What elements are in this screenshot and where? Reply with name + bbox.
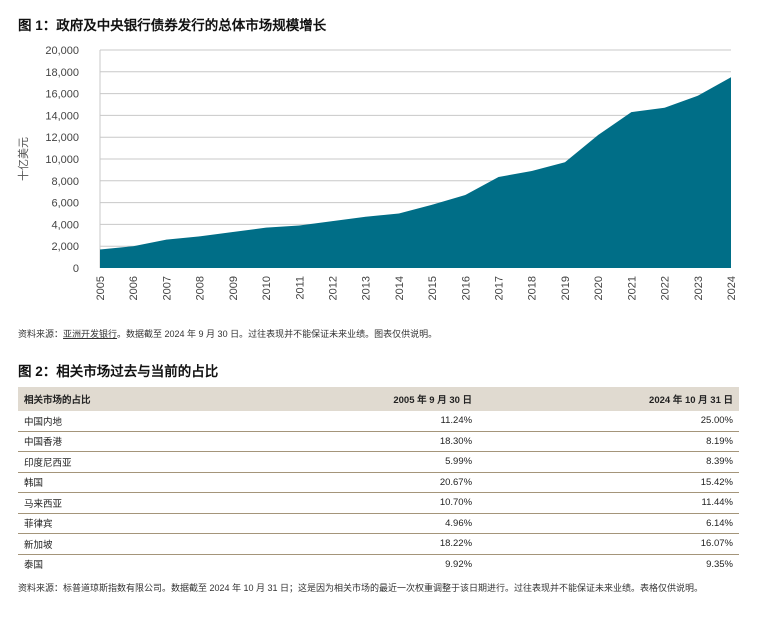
x-tick-label: 2011: [294, 276, 306, 300]
cell-value-2005: 18.22%: [231, 533, 479, 554]
figure1-source: 资料来源：亚洲开发银行。数据截至 2024 年 9 月 30 日。过往表现并不能…: [18, 324, 437, 344]
cell-value-2024: 8.39%: [478, 451, 739, 472]
table-row: 中国香港 18.30% 8.19%: [18, 430, 739, 452]
x-tick-label: 2017: [494, 276, 506, 300]
area-series: [100, 77, 731, 268]
cell-market: 印度尼西亚: [18, 451, 232, 472]
cell-market: 菲律宾: [18, 512, 232, 534]
cell-value-2005: 20.67%: [231, 471, 479, 493]
y-axis-label: 十亿美元: [16, 137, 30, 181]
market-share-table: 相关市场的占比 2005 年 9 月 30 日 2024 年 10 月 31 日…: [18, 387, 739, 574]
cell-value-2024: 9.35%: [478, 553, 739, 574]
header-2005: 2005 年 9 月 30 日: [231, 387, 479, 411]
x-tick-label: 2014: [394, 276, 406, 300]
y-tick-label: 10,000: [45, 154, 79, 166]
cell-market: 新加坡: [18, 533, 232, 554]
table-row: 菲律宾 4.96% 6.14%: [18, 512, 739, 534]
x-tick-label: 2008: [195, 276, 207, 300]
y-tick-label: 8,000: [51, 176, 79, 188]
cell-value-2024: 15.42%: [478, 471, 739, 493]
cell-value-2005: 4.96%: [231, 512, 479, 534]
cell-value-2024: 25.00%: [700, 415, 733, 427]
cell-value-2005: 10.70%: [231, 492, 479, 513]
cell-value-2024: 11.44%: [478, 492, 739, 513]
area-chart: 0 2,000 4,000 6,000 8,000 10,000 12,000 14,000 1…: [16, 45, 738, 300]
cell-market: 韩国: [18, 471, 232, 493]
y-tick-label: 2,000: [51, 241, 79, 253]
x-tick-label: 2021: [626, 276, 638, 300]
x-tick-label: 2010: [261, 276, 273, 300]
source-suffix: 。数据截至 2024 年 9 月 30 日。过往表现并不能保证未来业绩。图表仅供…: [117, 329, 438, 339]
y-tick-label: 12,000: [45, 132, 79, 144]
table-row: 马来西亚 10.70% 11.44%: [18, 492, 739, 513]
x-tick-label: 2006: [128, 276, 140, 300]
cell-value-2005: 5.99%: [231, 451, 479, 472]
cell-market: 马来西亚: [18, 492, 232, 513]
source-prefix: 资料来源：: [18, 329, 64, 339]
table-row: 韩国 20.67% 15.42%: [18, 471, 739, 493]
cell-value-2024: 6.14%: [478, 512, 739, 534]
y-tick-label: 18,000: [45, 67, 79, 79]
source-link[interactable]: 亚洲开发银行: [63, 329, 118, 339]
header-2024: 2024 年 10 月 31 日: [478, 387, 739, 411]
x-tick-label: 2022: [660, 276, 672, 300]
y-tick-label: 14,000: [45, 110, 79, 122]
figure1-title: 图 1：政府及中央银行债券发行的总体市场规模增长: [18, 18, 327, 33]
y-tick-label: 16,000: [45, 89, 79, 101]
table-row: 新加坡 18.22% 16.07%: [18, 533, 739, 554]
table-row: 中国内地 11.24% 25.00%: [18, 411, 739, 431]
table-header-row: 相关市场的占比 2005 年 9 月 30 日 2024 年 10 月 31 日: [18, 387, 739, 411]
table-row: 印度尼西亚 5.99% 8.39%: [18, 451, 739, 472]
x-tick-label: 2023: [693, 276, 705, 300]
x-tick-label: 2019: [560, 276, 572, 300]
x-tick-label: 2016: [460, 276, 472, 300]
cell-value-2024: 8.19%: [478, 430, 739, 452]
header-market: 相关市场的占比: [18, 387, 232, 411]
x-tick-label: 2020: [593, 276, 605, 300]
y-tick-label: 6,000: [51, 198, 79, 210]
cell-market: 中国内地: [24, 416, 63, 428]
cell-market: 中国香港: [18, 430, 232, 452]
figure2-title: 图 2：相关市场过去与当前的占比: [18, 364, 219, 379]
x-tick-label: 2015: [427, 276, 439, 300]
table-row: 泰国 9.92% 9.35%: [18, 553, 739, 574]
figure2-source: 资料来源：标普道琼斯指数有限公司。数据截至 2024 年 10 月 31 日；这…: [18, 583, 704, 593]
y-tick-label: 20,000: [45, 45, 79, 57]
cell-value-2005: 18.30%: [231, 430, 479, 452]
cell-value-2005: 9.92%: [231, 553, 479, 574]
x-tick-label: 2018: [527, 276, 539, 300]
x-tick-label: 2005: [95, 276, 107, 300]
x-tick-label: 2009: [228, 276, 240, 300]
cell-market: 泰国: [18, 553, 232, 574]
x-tick-label: 2013: [361, 276, 373, 300]
y-tick-label: 4,000: [51, 219, 79, 231]
cell-value-2005: 11.24%: [440, 415, 473, 427]
y-tick-label: 0: [73, 263, 79, 275]
x-tick-label: 2024: [726, 276, 738, 300]
cell-value-2024: 16.07%: [478, 533, 739, 554]
x-tick-label: 2012: [327, 276, 339, 300]
x-tick-label: 2007: [161, 276, 173, 300]
